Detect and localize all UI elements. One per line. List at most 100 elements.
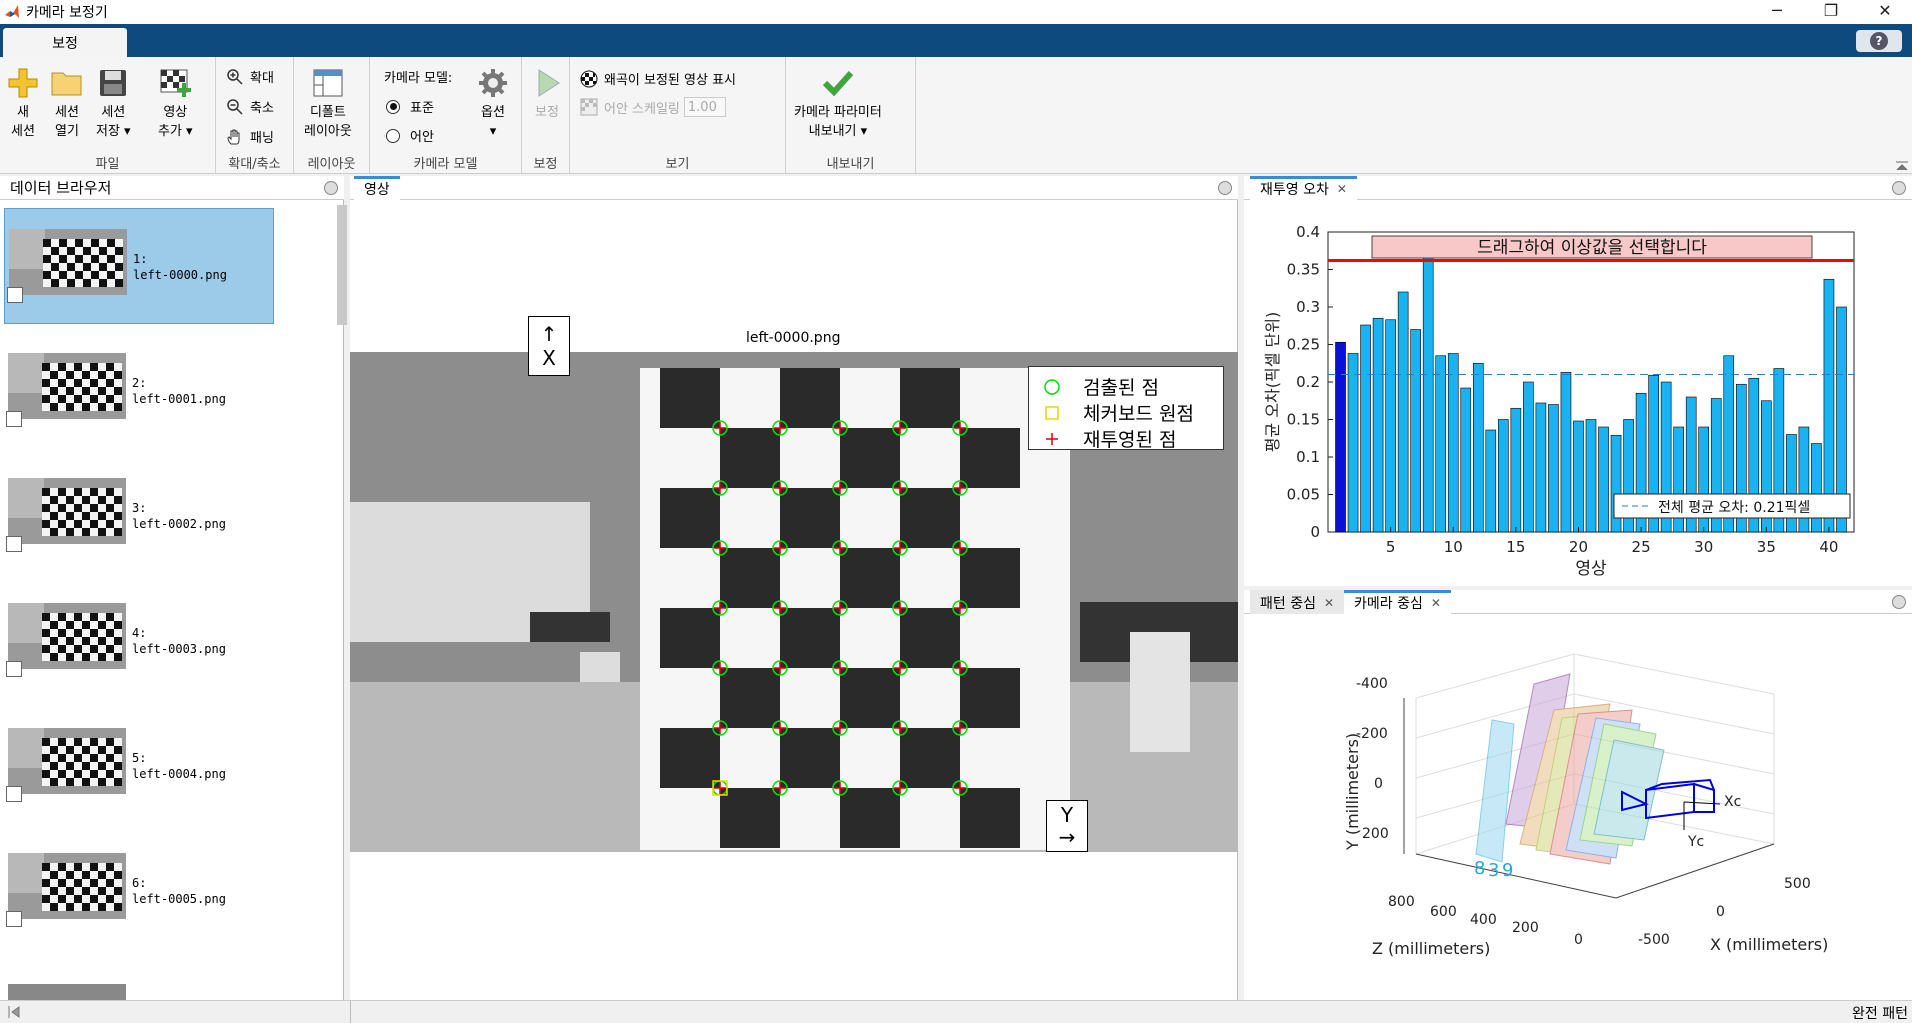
panel-options-icon[interactable]	[324, 181, 338, 195]
error-bar	[1798, 426, 1810, 533]
reprojected-point	[954, 602, 966, 614]
z-tick: 600	[1430, 904, 1457, 920]
list-item[interactable]: 1: left-0000.png	[4, 208, 274, 324]
z-axis-label: Z (millimeters)	[1372, 939, 1490, 958]
standard-radio[interactable]: 표준	[386, 97, 434, 116]
collapse-ribbon-icon[interactable]	[1896, 161, 1908, 171]
tab-camera-centric[interactable]: 카메라 중심 ✕	[1344, 589, 1451, 614]
plane-number-label: 8	[1474, 858, 1485, 879]
open-session-button[interactable]: 세션 열기	[50, 67, 84, 141]
error-bar	[1598, 426, 1609, 533]
export-parameters-button[interactable]: 카메라 파라미터 내보내기 ▾	[794, 67, 882, 141]
cabinet	[1130, 632, 1190, 752]
y-tick-label: 0.25	[1287, 336, 1320, 354]
panel-options-icon[interactable]	[1218, 181, 1232, 195]
layout-group-label: 레이아웃	[307, 157, 356, 172]
drag-hint-box	[1371, 235, 1813, 259]
reprojected-point	[714, 782, 726, 794]
calibrate-button[interactable]: 보정	[530, 67, 564, 122]
close-button[interactable]: ✕	[1878, 0, 1892, 20]
reprojection-error-chart[interactable]: 드래그하여 이상값을 선택합니다 0 0.05 0.1 0.15 0.2 0.25 0.3 0.…	[1244, 200, 1912, 586]
zoom-out-icon	[227, 98, 243, 115]
thumbnail-label: 4: left-0003.png	[132, 626, 226, 656]
scroll-left-icon[interactable]	[8, 1006, 20, 1018]
thumbnail-label: 6: left-0005.png	[132, 876, 226, 906]
options-button[interactable]: 옵션 ▾	[476, 67, 510, 141]
checker-square	[660, 488, 720, 548]
list-item[interactable]: 5: left-0004.png	[4, 708, 274, 824]
scaling-icon	[580, 98, 598, 116]
scaling-value-field[interactable]: 1.00	[683, 97, 726, 117]
error-bar	[1347, 353, 1359, 533]
tab-pattern-centric[interactable]: 패턴 중심 ✕	[1250, 589, 1345, 614]
list-item[interactable]	[8, 984, 126, 1000]
checker-square	[780, 608, 840, 668]
view-group: 왜곡이 보정된 영상 표시 어안 스케일링 1.00 보기	[570, 57, 786, 174]
restore-button[interactable]: ❐	[1823, 0, 1839, 20]
extrinsics-3d-plot[interactable]: Xc Yc 8 3 9 -400 -200 0 200 800 600 400 …	[1244, 614, 1912, 1000]
x-tick: -500	[1638, 932, 1670, 948]
close-tab-icon[interactable]: ✕	[1430, 596, 1441, 610]
detected-point	[832, 780, 848, 796]
yellow-square-icon	[1045, 405, 1059, 420]
list-item[interactable]: 4: left-0003.png	[4, 583, 274, 699]
thumbnail-image	[8, 728, 126, 794]
error-bar	[1786, 434, 1797, 533]
reprojected-point	[954, 662, 966, 674]
panel-options-icon[interactable]	[1892, 595, 1906, 609]
yc-label: Yc	[1687, 834, 1704, 850]
reprojected-point	[834, 602, 846, 614]
list-item[interactable]: 2: left-0001.png	[4, 333, 274, 449]
z-tick: 200	[1512, 920, 1539, 936]
help-button[interactable]: ?	[1856, 30, 1902, 52]
zoom-out-button[interactable]: 축소	[226, 97, 274, 116]
error-bar	[1460, 387, 1472, 533]
pan-button[interactable]: 패닝	[226, 127, 274, 146]
list-item[interactable]: 3: left-0002.png	[4, 458, 274, 574]
save-session-button[interactable]: 세션 저장 ▾	[96, 67, 131, 141]
new-session-button[interactable]: 새 세션	[6, 67, 40, 141]
panel-options-icon[interactable]	[1892, 181, 1906, 195]
y-tick-label: 0.2	[1296, 373, 1320, 391]
arrow-up-icon: ↑	[540, 322, 558, 346]
tab-calibration[interactable]: 보정	[3, 28, 127, 57]
reprojected-point	[894, 722, 906, 734]
fisheye-radio[interactable]: 어안	[386, 126, 434, 145]
view-group-label: 보기	[665, 157, 690, 172]
error-bar	[1335, 341, 1346, 533]
axis-lines	[1415, 843, 1775, 899]
error-bar	[1773, 368, 1785, 533]
error-bar	[1435, 355, 1447, 533]
tab-image[interactable]: 영상	[354, 175, 400, 200]
close-tab-icon[interactable]: ✕	[1336, 182, 1347, 196]
y-axis-label: 평균 오차(픽셀 단위)	[1263, 312, 1282, 452]
minimize-button[interactable]: ─	[1772, 0, 1782, 20]
list-item[interactable]: 6: left-0005.png	[4, 833, 274, 949]
reprojected-point	[954, 542, 966, 554]
error-bar	[1748, 377, 1760, 533]
error-bar	[1660, 381, 1672, 533]
error-bar	[1397, 291, 1409, 533]
browser-scrollbar[interactable]	[337, 205, 347, 325]
default-layout-button[interactable]: 디폴트 레이아웃	[304, 67, 352, 141]
tab-reprojection-errors[interactable]: 재투영 오차 ✕	[1250, 175, 1357, 200]
reprojected-point	[774, 602, 786, 614]
reprojected-point	[774, 722, 786, 734]
data-browser-title: 데이터 브라우저	[10, 179, 112, 197]
x-tick: 0	[1716, 904, 1725, 920]
add-images-button[interactable]: 영상 추가 ▾	[158, 67, 193, 141]
checkerboard-image[interactable]	[350, 200, 1238, 1000]
checker-square	[720, 428, 780, 488]
close-tab-icon[interactable]: ✕	[1323, 596, 1335, 610]
y-tick: -200	[1356, 726, 1388, 742]
detected-point	[832, 420, 848, 436]
zoom-in-button[interactable]: 확대	[226, 67, 274, 86]
detected-point	[832, 540, 848, 556]
file-group-label: 파일	[95, 157, 120, 172]
show-undistorted-button[interactable]: 왜곡이 보정된 영상 표시	[580, 69, 736, 88]
error-bar	[1422, 257, 1434, 533]
reprojected-point	[714, 722, 726, 734]
checker-square	[720, 548, 780, 608]
radio-unselected-icon	[386, 128, 400, 143]
checker-square	[840, 788, 900, 848]
